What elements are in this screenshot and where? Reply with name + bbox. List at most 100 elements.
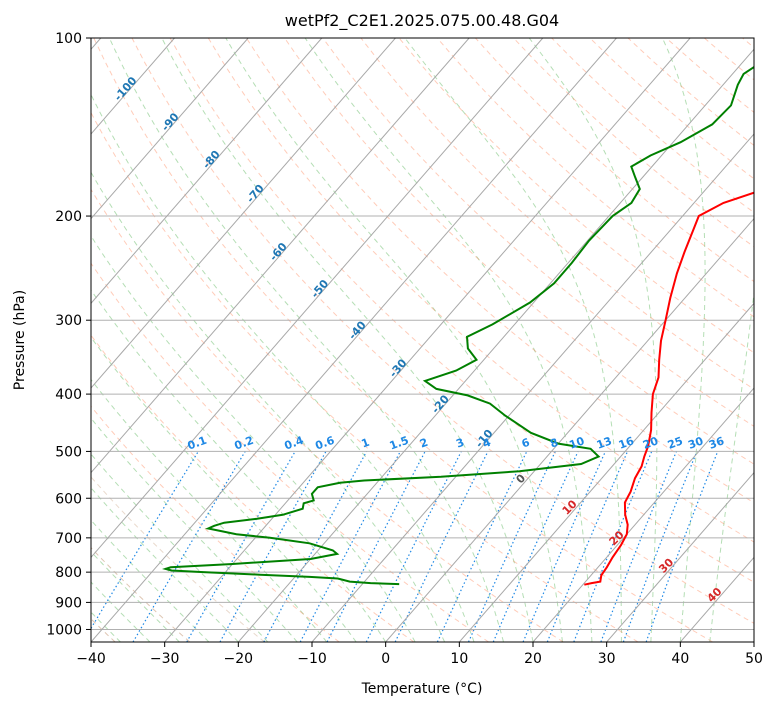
- mixing-ratio-line: [622, 451, 698, 642]
- y-tick-label: 900: [55, 595, 82, 611]
- dry-adiabat-label: 20: [607, 528, 627, 548]
- dry-adiabat-line: [91, 405, 340, 642]
- mixing-ratio-line: [365, 451, 462, 642]
- moist-adiabat-line: [225, 38, 563, 642]
- moist-adiabat-line: [161, 38, 534, 642]
- isotherm-label: -50: [308, 277, 331, 301]
- dry-adiabat-line: [284, 38, 754, 465]
- mixing-ratio-line: [91, 451, 199, 630]
- mixing-ratio-label: 20: [641, 434, 660, 452]
- mixing-ratio-line: [573, 451, 653, 642]
- isotherm-label: -30: [387, 356, 410, 380]
- plot-frame: [90, 37, 755, 643]
- x-tick-label: −40: [76, 651, 106, 667]
- y-tick-label: 200: [55, 209, 82, 225]
- isotherm-line: [237, 48, 754, 642]
- dry-adiabat-line: [398, 38, 754, 354]
- isotherm-line: [385, 217, 754, 642]
- x-tick-label: −30: [150, 651, 180, 667]
- mixing-ratio-line: [219, 451, 327, 642]
- mixing-ratio-label: 25: [666, 434, 685, 451]
- moist-adiabat-line: [91, 487, 239, 642]
- dry-adiabat-label: 30: [656, 556, 676, 576]
- moist-adiabat-line: [91, 417, 298, 642]
- mixing-ratio-label: 36: [707, 434, 726, 452]
- dry-adiabat-line: [91, 111, 639, 642]
- mixing-ratio-line: [186, 451, 296, 642]
- mixing-ratio-line: [546, 451, 629, 642]
- mixing-ratio-line: [436, 451, 528, 642]
- y-tick-label: 300: [55, 313, 82, 329]
- mixing-ratio-label: 1: [360, 436, 372, 451]
- mixing-ratio-line: [600, 451, 677, 642]
- mixing-ratio-label: 3: [454, 436, 466, 451]
- dewpoint-line: [162, 65, 754, 586]
- dry-adiabat-line: [475, 38, 754, 283]
- dry-adiabat-line: [169, 38, 754, 583]
- isotherm-line: [91, 38, 323, 305]
- dry-adiabat-line: [93, 38, 713, 642]
- plot-area: -100-90-80-70-60-50-40-30-20-100.1 0.2 0.4…: [91, 38, 754, 642]
- isotherm-line: [91, 38, 470, 474]
- y-tick-label: 400: [55, 387, 82, 403]
- isotherm-label: -20: [429, 392, 452, 416]
- mixing-ratio-label: 13: [595, 434, 614, 451]
- isotherm-line: [164, 38, 691, 642]
- mixing-ratio-label: 8: [548, 436, 560, 451]
- mixing-ratio-line: [263, 451, 368, 642]
- moist-adiabat-line: [91, 453, 269, 642]
- isotherm-label: -60: [267, 240, 290, 264]
- dry-adiabat-label: 10: [560, 497, 580, 517]
- y-tick-label: 1000: [46, 622, 82, 638]
- mixing-ratio-label: 30: [686, 434, 705, 452]
- moist-adiabat-line: [91, 171, 446, 642]
- dry-adiabat-line: [91, 188, 564, 642]
- moist-adiabat-line: [91, 234, 416, 642]
- dry-adiabat-line: [703, 38, 754, 81]
- mixing-ratio-line: [645, 451, 719, 642]
- isotherm-line: [753, 641, 754, 642]
- dry-adiabat-line: [131, 38, 754, 624]
- mixing-ratio-line: [467, 451, 556, 642]
- dry-adiabat-line: [91, 476, 265, 642]
- mixing-ratio-line: [492, 451, 579, 642]
- y-tick-label: 800: [55, 565, 82, 581]
- y-tick-label: 500: [55, 444, 82, 460]
- mixing-ratio-label: 6: [520, 436, 532, 451]
- mixing-ratio-label: 0.2: [233, 434, 256, 453]
- moist-adiabat-line: [91, 378, 328, 642]
- mixing-ratio-label: 16: [617, 434, 636, 452]
- mixing-ratio-line: [394, 451, 489, 642]
- isotherm-label: -70: [244, 182, 267, 206]
- moist-adiabat-line: [528, 38, 658, 642]
- x-tick-label: 10: [450, 651, 468, 667]
- isotherm-line: [311, 133, 754, 642]
- x-axis-label: Temperature (°C): [361, 681, 483, 697]
- dry-adiabat-line: [742, 38, 754, 49]
- moist-adiabat-line: [709, 289, 754, 642]
- dry-adiabat-line: [627, 38, 754, 147]
- isotherm-line: [532, 387, 754, 642]
- isotherm-line: [91, 38, 544, 559]
- isotherm-label: -80: [200, 148, 223, 172]
- moist-adiabat-line: [91, 519, 210, 642]
- moist-adiabat-line: [91, 289, 387, 642]
- isotherm-line: [91, 38, 617, 642]
- x-tick-label: −20: [224, 651, 254, 667]
- mixing-ratio-label: 0.6: [313, 434, 336, 453]
- mixing-ratio-label: 4: [481, 436, 493, 451]
- chart-title: wetPf2_C2E1.2025.075.00.48.G04: [285, 11, 559, 31]
- mixing-ratio-label: 10: [567, 434, 586, 452]
- mixing-ratio-label: 0.1: [186, 434, 209, 453]
- y-tick-label: 700: [55, 531, 82, 547]
- axes: −40 −30 −20 −10 0 10 20 30 40 5010020030040050060…: [46, 31, 763, 667]
- mixing-ratio-label: 0.4: [283, 434, 306, 453]
- y-axis-label: Pressure (hPa): [12, 290, 28, 390]
- x-tick-label: 50: [745, 651, 763, 667]
- isotherm-line: [91, 38, 249, 220]
- isotherm-label: -100: [112, 74, 140, 104]
- isotherm-label: -90: [159, 110, 182, 134]
- isotherm-line: [679, 556, 754, 642]
- moist-adiabat-line: [91, 336, 357, 642]
- x-tick-label: 20: [524, 651, 542, 667]
